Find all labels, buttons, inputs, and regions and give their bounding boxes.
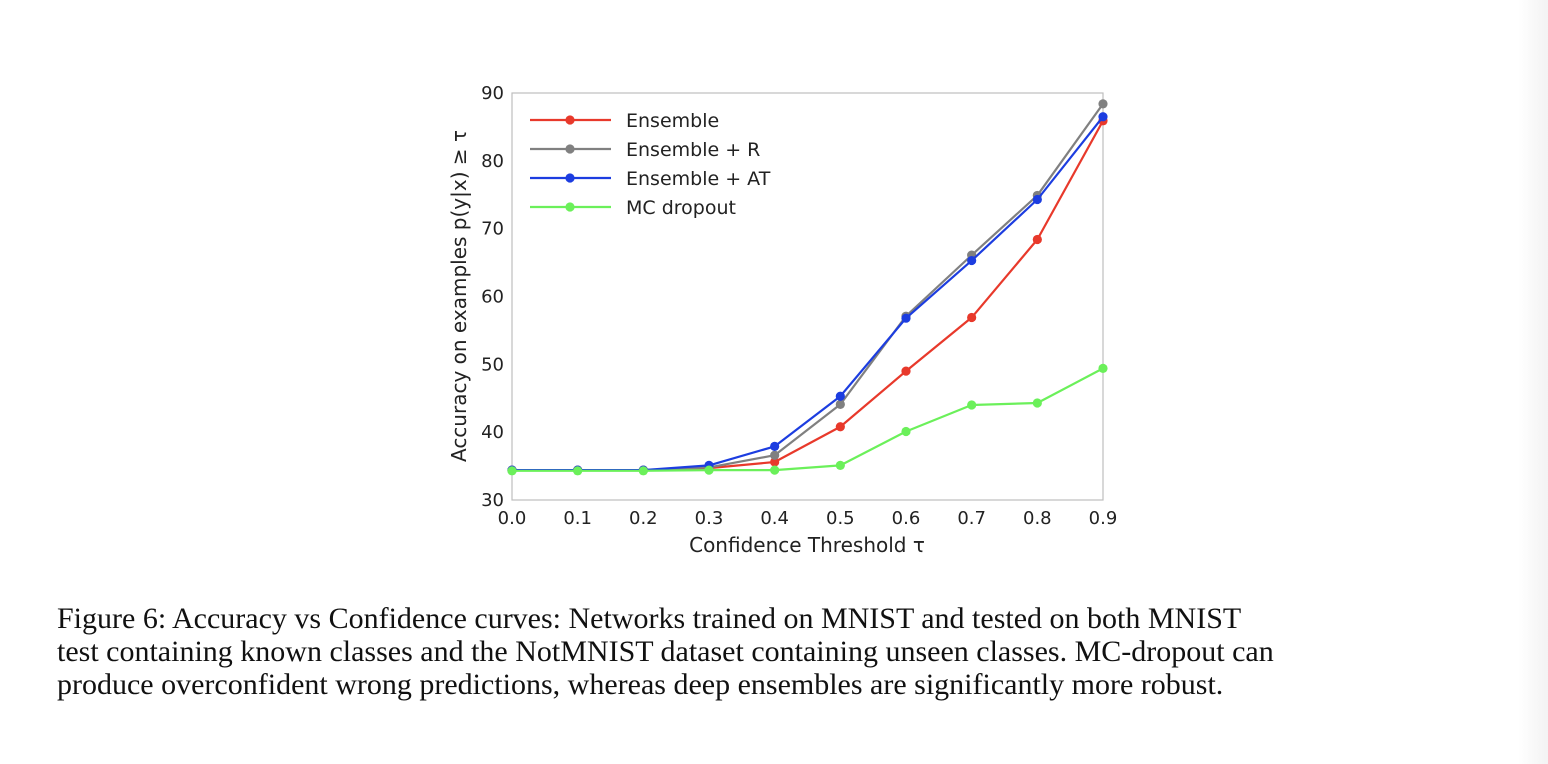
legend-marker <box>565 115 575 125</box>
x-tick-label: 0.5 <box>826 508 855 529</box>
series-layer <box>507 99 1108 476</box>
y-tick-label: 40 <box>481 422 504 443</box>
legend-label: Ensemble + R <box>626 139 760 161</box>
legend-label: MC dropout <box>626 197 736 219</box>
page-edge-shadow <box>1518 0 1548 764</box>
legend-entry: MC dropout <box>530 197 736 219</box>
caption-line-1: Figure 6: Accuracy vs Confidence curves:… <box>57 602 1242 635</box>
legend-marker <box>565 202 575 212</box>
y-tick-label: 90 <box>481 83 504 104</box>
caption-line-2: test containing known classes and the No… <box>57 635 1274 668</box>
data-point <box>901 366 911 376</box>
y-tick-label: 60 <box>481 287 504 308</box>
data-point <box>967 312 977 323</box>
data-point <box>835 391 845 401</box>
data-point <box>967 400 977 410</box>
x-tick-label: 0.1 <box>563 508 592 529</box>
data-point <box>1032 398 1042 408</box>
data-point <box>1098 112 1108 122</box>
figure-caption: Figure 6: Accuracy vs Confidence curves:… <box>57 602 1517 701</box>
x-tick-labels: 0.0 0.1 0.2 0.3 0.4 0.5 0.6 0.7 0.8 0.9 <box>498 508 1118 529</box>
legend: Ensemble Ensemble + R Ensemble + AT MC drop… <box>530 110 771 219</box>
data-point <box>770 465 780 475</box>
x-tick-label: 0.3 <box>695 508 724 529</box>
data-point <box>1098 363 1108 374</box>
legend-label: Ensemble <box>626 110 719 132</box>
legend-marker <box>565 173 575 183</box>
data-point <box>835 460 845 471</box>
x-tick-label: 0.6 <box>892 508 921 529</box>
plot-frame <box>511 92 1104 501</box>
data-point <box>1098 99 1108 109</box>
data-point <box>1032 194 1042 205</box>
data-point <box>835 422 845 432</box>
x-tick-label: 0.9 <box>1089 508 1118 529</box>
legend-entry: Ensemble <box>530 110 719 132</box>
data-point <box>704 465 714 475</box>
legend-label: Ensemble + AT <box>626 168 771 190</box>
series-line <box>512 367 1104 472</box>
x-tick-label: 0.7 <box>957 508 986 529</box>
data-point <box>967 255 977 266</box>
data-point <box>901 313 911 323</box>
x-tick-label: 0.8 <box>1023 508 1052 529</box>
data-point <box>835 399 845 409</box>
data-point <box>901 426 911 437</box>
series-mc-dropout <box>507 363 1108 476</box>
y-tick-label: 30 <box>481 490 504 511</box>
y-axis-label: Accuracy on examples p(y|x) ≥ τ <box>447 130 471 462</box>
x-tick-label: 0.4 <box>760 508 789 529</box>
data-point <box>638 466 648 476</box>
accuracy-vs-confidence-chart: 0.0 0.1 0.2 0.3 0.4 0.5 0.6 0.7 0.8 0.9 30 40 50 60 7… <box>447 83 1118 557</box>
y-tick-label: 50 <box>481 354 504 375</box>
data-point <box>770 457 780 467</box>
data-point <box>1032 234 1042 245</box>
y-tick-labels: 30 40 50 60 70 80 90 <box>481 83 504 511</box>
legend-entry: Ensemble + R <box>530 139 760 161</box>
y-tick-label: 80 <box>481 151 504 172</box>
legend-marker <box>565 144 575 154</box>
x-axis-label: Confidence Threshold τ <box>689 533 925 557</box>
x-tick-label: 0.2 <box>629 508 658 529</box>
data-point <box>770 441 780 452</box>
legend-entry: Ensemble + AT <box>530 168 771 190</box>
x-tick-label: 0.0 <box>498 508 527 529</box>
data-point <box>573 466 583 476</box>
y-tick-label: 70 <box>481 219 504 240</box>
data-point <box>507 466 517 476</box>
data-point <box>770 450 780 460</box>
caption-line-3: produce overconfident wrong predictions,… <box>57 668 1224 701</box>
